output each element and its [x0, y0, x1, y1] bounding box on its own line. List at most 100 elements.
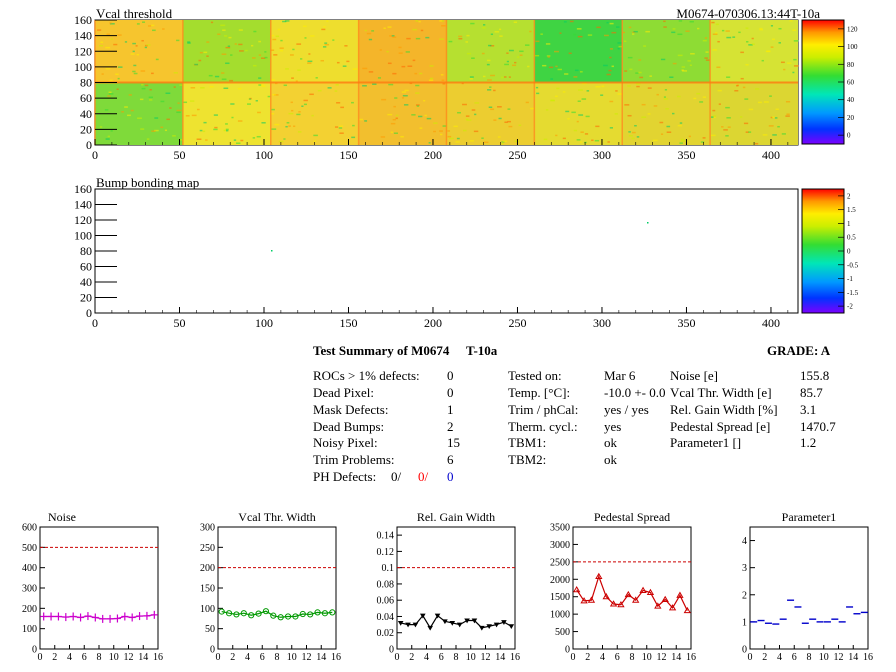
- pixel-noise: [144, 84, 149, 87]
- pixel-noise: [285, 68, 289, 70]
- pixel-noise: [108, 91, 112, 94]
- pixel-noise: [517, 56, 520, 58]
- bump-bonding-map: 0 50 100 150 200 250 300 350 4000204060801001201…: [74, 175, 859, 330]
- chart-title: Rel. Gain Width: [417, 510, 495, 524]
- pixel-noise: [622, 31, 625, 34]
- pixel-noise: [412, 59, 416, 62]
- pixel-noise: [507, 120, 511, 123]
- summary-left-label: ROCs > 1% defects:: [313, 368, 420, 383]
- pixel-noise: [712, 33, 718, 36]
- pixel-noise: [252, 137, 256, 139]
- summary-mid-label: Therm. cycl.:: [508, 419, 578, 434]
- series-line: [400, 614, 512, 630]
- pixel-noise: [672, 28, 676, 30]
- pixel-noise: [777, 125, 780, 128]
- pixel-noise: [224, 35, 228, 37]
- x-tick-label: 0: [216, 652, 221, 663]
- pixel-noise: [203, 121, 207, 124]
- pixel-noise: [770, 116, 773, 119]
- pixel-noise: [743, 122, 749, 125]
- y-tick-label: 2000: [550, 575, 570, 586]
- pixel-noise: [548, 66, 554, 69]
- pixel-noise: [681, 69, 684, 71]
- pixel-noise: [401, 65, 406, 68]
- summary-chart-pedestal-spread: Pedestal Spread 0 500 1000 1500 2000 2500 3000 3…: [550, 510, 696, 663]
- pixel-noise: [481, 52, 485, 55]
- pixel-noise: [309, 93, 314, 96]
- pixel-noise: [220, 24, 226, 27]
- pixel-noise: [501, 76, 504, 79]
- plot-frame: [217, 526, 337, 650]
- pixel-noise: [223, 129, 227, 132]
- pixel-noise: [292, 48, 295, 51]
- pixel-noise: [160, 100, 165, 103]
- pixel-noise: [712, 49, 717, 51]
- pixel-noise: [474, 113, 477, 116]
- pixel-noise: [680, 140, 686, 142]
- x-tick-label: 6: [615, 652, 620, 663]
- pixel-noise: [393, 132, 398, 134]
- pixel-noise: [176, 109, 182, 112]
- pixel-noise: [389, 35, 392, 37]
- y-tick-label: 200: [22, 604, 37, 615]
- pixel-noise: [740, 51, 744, 54]
- pixel-noise: [488, 106, 493, 109]
- y-tick-label: 500: [555, 627, 570, 638]
- pixel-noise: [568, 52, 572, 55]
- pixel-noise: [185, 115, 190, 117]
- y-tick-label: 3: [742, 563, 747, 574]
- roc-tile: [622, 20, 711, 83]
- pixel-noise: [466, 119, 472, 121]
- x-tick-label: 250: [508, 148, 526, 162]
- bump-defect-pixel: [271, 250, 273, 252]
- pixel-noise: [387, 26, 392, 28]
- pixel-noise: [653, 105, 658, 107]
- x-tick-label: 10: [819, 652, 829, 663]
- pixel-noise: [402, 94, 408, 97]
- pixel-noise: [497, 136, 501, 138]
- summary-mid-value: ok: [604, 435, 617, 450]
- data-point: [321, 610, 329, 617]
- pixel-noise: [774, 117, 778, 119]
- pixel-noise: [778, 27, 782, 30]
- y-tick-label: 80: [80, 76, 92, 90]
- data-point: [609, 600, 618, 607]
- summary-left-value: 0: [447, 368, 454, 383]
- y-tick-label: 600: [22, 523, 37, 534]
- pixel-noise: [490, 74, 495, 77]
- pixel-noise: [660, 58, 666, 61]
- pixel-noise: [342, 65, 347, 67]
- series-line: [576, 574, 688, 611]
- data-point: [654, 602, 662, 609]
- pixel-noise: [137, 117, 142, 119]
- pixel-noise: [324, 43, 330, 46]
- y-tick-label: 0.08: [377, 579, 395, 590]
- x-tick-label: 2: [585, 652, 590, 663]
- pixel-noise: [462, 129, 467, 132]
- pixel-noise: [203, 51, 208, 54]
- pixel-noise: [285, 125, 288, 128]
- pixel-noise: [441, 20, 445, 22]
- pixel-noise: [377, 77, 381, 79]
- x-tick-label: 200: [424, 148, 442, 162]
- pixel-noise: [419, 72, 423, 75]
- pixel-noise: [303, 25, 307, 27]
- data-point: [307, 611, 314, 618]
- data-point: [486, 624, 492, 630]
- pixel-noise: [512, 64, 517, 67]
- pixel-noise: [689, 64, 692, 67]
- pixel-noise: [499, 35, 503, 37]
- pixel-noise: [383, 27, 386, 29]
- data-point: [683, 606, 691, 614]
- pixel-noise: [282, 20, 287, 23]
- y-tick-label: 3000: [550, 540, 570, 551]
- pixel-noise: [362, 67, 368, 70]
- pixel-noise: [179, 84, 184, 86]
- pixel-noise: [146, 138, 150, 140]
- pixel-noise: [746, 41, 749, 43]
- pixel-noise: [226, 129, 229, 132]
- summary-left-label: Dead Pixel:: [313, 385, 375, 400]
- pixel-noise: [289, 54, 294, 56]
- y-tick-label: 4: [742, 536, 747, 547]
- ph-defects-value-1: 0/: [391, 469, 402, 484]
